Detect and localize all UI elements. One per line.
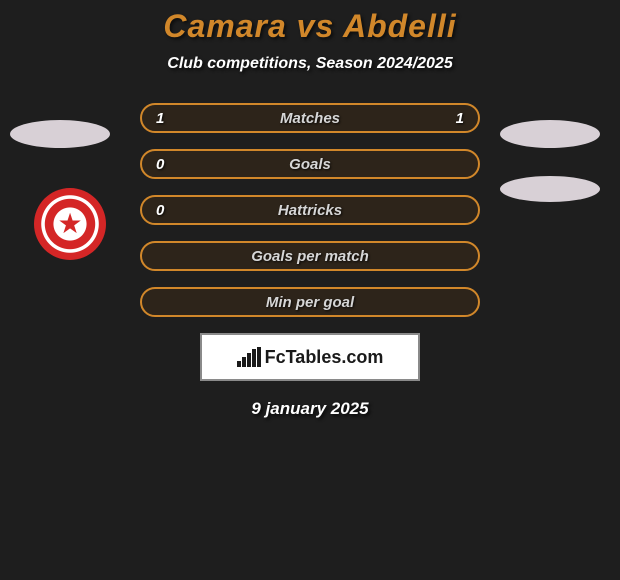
stat-value-left: 1: [156, 110, 176, 127]
stat-value-left: 0: [156, 202, 176, 219]
comparison-card: Camara vs Abdelli Club competitions, Sea…: [0, 0, 620, 419]
brand-label: FcTables.com: [265, 347, 384, 368]
date-label: 9 january 2025: [0, 399, 620, 419]
stats-table: 1 Matches 1 0 Goals 0 Hattricks Goals pe…: [140, 103, 480, 317]
player-avatar-left: [10, 120, 110, 148]
stat-value-left: 0: [156, 156, 176, 173]
stat-label: Min per goal: [266, 294, 354, 311]
page-title: Camara vs Abdelli: [0, 8, 620, 45]
stat-row: 1 Matches 1: [140, 103, 480, 133]
stat-label: Goals per match: [251, 248, 369, 265]
club-badge-right-placeholder: [500, 176, 600, 202]
stat-value-right: 1: [444, 110, 464, 127]
subtitle: Club competitions, Season 2024/2025: [0, 55, 620, 73]
stat-row: Min per goal: [140, 287, 480, 317]
player-avatar-right: [500, 120, 600, 148]
brand-badge[interactable]: FcTables.com: [200, 333, 420, 381]
stat-row: Goals per match: [140, 241, 480, 271]
bar-chart-icon: [237, 347, 261, 367]
star-icon: ★: [57, 210, 82, 238]
stat-label: Matches: [280, 110, 340, 127]
stat-label: Hattricks: [278, 202, 342, 219]
club-badge-left: ★: [34, 188, 106, 260]
stat-row: 0 Goals: [140, 149, 480, 179]
stat-row: 0 Hattricks: [140, 195, 480, 225]
stat-label: Goals: [289, 156, 331, 173]
